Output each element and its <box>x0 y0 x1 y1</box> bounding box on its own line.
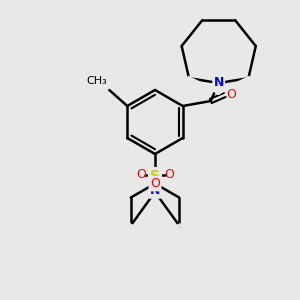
Text: CH₃: CH₃ <box>86 76 107 86</box>
Text: O: O <box>164 167 174 181</box>
Text: O: O <box>227 88 237 101</box>
Text: O: O <box>150 177 160 190</box>
Text: O: O <box>136 167 146 181</box>
Text: N: N <box>150 184 160 197</box>
Text: N: N <box>214 76 224 89</box>
Text: S: S <box>150 169 160 183</box>
